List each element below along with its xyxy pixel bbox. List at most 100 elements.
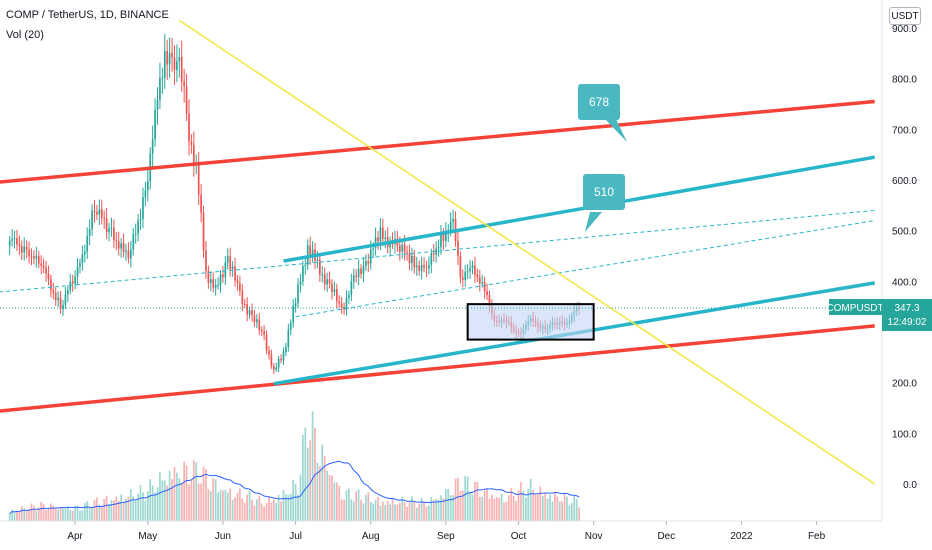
candle-body [66,290,69,295]
volume-bar [444,488,447,521]
volume-bar [566,496,568,521]
candle-body [377,237,379,242]
volume-bar [326,470,328,521]
volume-bar [578,507,580,521]
volume-bar [464,475,467,521]
candle-body [255,319,258,323]
volume-bar [226,492,229,521]
candle-body [134,233,137,235]
candle-body [144,190,147,198]
range-box[interactable] [466,303,595,341]
volume-bar [389,504,391,521]
trendline-yellow [178,19,876,485]
volume-bar [534,494,537,521]
volume-bar [52,505,55,521]
price-callouts[interactable]: 678 510 [578,84,627,232]
candle-body [35,255,38,259]
candle-body [98,209,101,215]
volume-bar [144,500,147,521]
volume-bar [311,411,314,521]
candle-body [108,228,110,233]
candle-body [105,218,108,233]
volume-bar [190,480,193,521]
volume-bar [428,505,430,521]
volume-bar [275,502,278,521]
candle-body [122,243,125,252]
candle-body [86,235,89,252]
volume-bar [328,474,331,521]
volume-bar [457,477,459,521]
price-tag[interactable]: COMPUSDT 347.3 12:49:02 [826,299,932,331]
time-axis[interactable] [0,521,932,550]
candle-body [103,218,106,220]
candle-body [52,290,55,293]
candle-body [246,304,249,315]
candle-body [30,256,33,258]
candle-body [76,266,79,277]
price-axis-ticks: 900.0 800.0 700.0 600.0 500.0 400.0 200.0 100.0… [892,24,917,491]
volume-bar [251,499,253,521]
symbol-title[interactable]: COMP / TetherUS, 1D, BINANCE [6,9,169,21]
candle-body [304,264,307,267]
volume-bar [522,490,525,521]
candle-body [381,227,384,239]
candle-body [413,255,416,268]
volume-bar [59,506,62,521]
volume-bar [478,496,481,521]
volume-bar [83,503,86,521]
candle-body [62,304,64,310]
candle-body [125,250,127,252]
x-tick-label: 2022 [730,531,753,542]
volume-bar [379,505,382,521]
candle-body [154,109,156,140]
candle-body [360,268,362,274]
candle-body [461,277,464,280]
candle-body [316,259,319,261]
candle-body [241,290,244,305]
candle-body [188,113,190,142]
volume-bar [413,501,416,521]
trendline-dashed-upper [0,209,875,293]
candle-body [185,86,188,114]
volume-bar [406,506,408,521]
candle-body [176,61,178,71]
candle-body [42,265,45,268]
candle-body [79,262,81,267]
candle-body [311,249,314,256]
volume-bar [33,505,35,521]
callout-label: 678 [589,95,609,109]
volume-bar [302,434,304,521]
candle-body [137,220,139,234]
volume-bar [529,478,532,521]
candle-body [115,239,118,242]
volume-bar [23,508,26,521]
price-axis[interactable] [882,0,932,550]
volume-bar [66,507,69,521]
candle-body [222,274,224,278]
volume-bar [408,502,411,521]
candle-body [64,294,67,305]
candle-body [120,243,123,249]
candle-body [372,248,375,250]
candle-body [54,292,57,301]
volume-indicator-label[interactable]: Vol (20) [6,29,44,41]
volume-bar [575,499,578,521]
volume-bar [62,508,64,521]
currency-unit-button[interactable]: USDT [889,7,921,25]
candle-body [294,303,297,306]
volume-bar [16,510,18,521]
volume-bar [350,499,353,521]
volume-bar [352,501,355,521]
volume-bar [498,497,501,521]
candle-body [411,255,413,263]
candle-body [226,256,229,263]
volume-bar [74,506,76,521]
candle-body [340,303,343,308]
volume-bar [270,502,273,521]
volume-bar [331,475,333,521]
volume-bar [430,497,433,521]
volume-bar [348,488,350,521]
volume-bar [561,501,564,521]
trendlines[interactable] [0,19,876,485]
